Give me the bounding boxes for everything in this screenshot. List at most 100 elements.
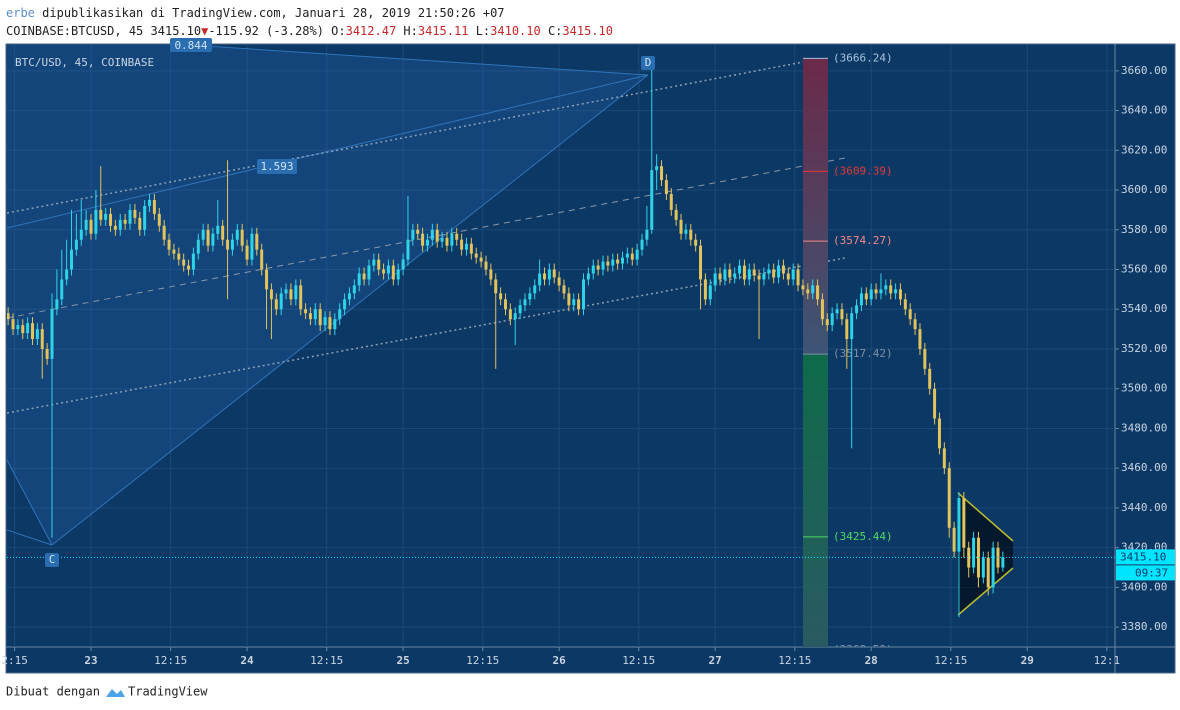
candle-body (357, 273, 361, 286)
candle-body (806, 289, 810, 294)
candle-body (338, 309, 342, 320)
logo (106, 689, 125, 697)
candle-body (674, 209, 678, 220)
candle-body (489, 269, 493, 280)
footer-brand: TradingView (128, 685, 208, 699)
candle-body (89, 219, 93, 234)
pattern-line (7, 529, 53, 546)
y-tick-label: 3460.00 (1121, 461, 1167, 474)
x-tick-label: 24 (240, 654, 254, 667)
candle-body (908, 309, 912, 320)
candle-body (260, 249, 264, 270)
candle-body (538, 273, 542, 286)
candle-body (523, 299, 527, 306)
candle-body (464, 243, 468, 250)
x-tick-label: 23 (84, 654, 97, 667)
candle-body (323, 317, 327, 326)
candle-body (45, 348, 49, 359)
candle-body (167, 239, 171, 250)
candle-body (742, 265, 746, 280)
candle-body (894, 289, 898, 294)
candle-body (40, 329, 44, 349)
candle-body (128, 209, 132, 224)
last-price-box (1116, 549, 1175, 565)
candle-body (206, 229, 210, 246)
candle-body (718, 273, 722, 280)
candle-body (942, 448, 946, 469)
candle-body (694, 239, 698, 246)
candle-body (630, 253, 634, 260)
candle-body (230, 239, 234, 250)
candle-body (109, 213, 113, 226)
candle-body (284, 289, 288, 294)
candle-body (830, 313, 834, 326)
candle-body (60, 279, 64, 300)
candle-body (591, 265, 595, 274)
candle-body (859, 293, 863, 306)
candle-body (367, 265, 371, 280)
ohlc-value: 3410.10 (490, 24, 541, 38)
candle-body (157, 213, 161, 226)
x-tick-label: 12:15 (622, 654, 655, 667)
candle-body (645, 229, 649, 240)
last: 3415.10 (151, 24, 202, 38)
candle-body (450, 233, 454, 246)
countdown: 09:37 (1135, 566, 1168, 579)
x-tick-label: 2:15 (1, 654, 28, 667)
candle-body (884, 285, 888, 290)
candle-body (11, 319, 15, 330)
candle-body (265, 269, 269, 290)
candle-body (479, 257, 483, 262)
candle-body (777, 265, 781, 278)
candle-body (816, 285, 820, 300)
candle-body (328, 317, 332, 330)
candle-body (586, 273, 590, 280)
candle-body (187, 265, 191, 270)
candle-body (923, 348, 927, 369)
candle-body (542, 273, 546, 280)
candle-body (835, 309, 839, 314)
x-tick-label: 12:15 (154, 654, 187, 667)
x-tick-label: 12:15 (466, 654, 499, 667)
candle-body (74, 239, 78, 250)
candle-body (7, 313, 10, 320)
candle-body (221, 225, 225, 240)
candle-body (552, 269, 556, 278)
candle-body (84, 219, 88, 230)
fib-label: (3368.59) (833, 643, 893, 656)
user: erbe (6, 6, 35, 20)
y-tick-label: 3400.00 (1121, 580, 1167, 593)
candle-body (503, 299, 507, 310)
annotation: D (645, 56, 652, 69)
candle-body (211, 233, 215, 246)
channel-upper (7, 61, 804, 214)
published: dipublikasikan di TradingView.com, Janua… (42, 6, 504, 20)
candle-body (864, 293, 868, 300)
candle-body (850, 313, 854, 340)
candle-body (738, 265, 742, 274)
candle-body (786, 273, 790, 280)
candle-body (928, 368, 932, 389)
harmonic-pattern-fill (7, 45, 648, 545)
header-background (0, 0, 1180, 38)
candle-body (250, 233, 254, 260)
annotation-box (641, 56, 655, 70)
y-tick-label: 3520.00 (1121, 342, 1167, 355)
candle-body (913, 319, 917, 330)
candle-body (435, 229, 439, 242)
candle-body (274, 299, 278, 310)
candle-body (567, 293, 571, 306)
candle-body (664, 180, 668, 195)
candle-body (299, 285, 303, 310)
candle-body (118, 219, 122, 230)
candle-body (1001, 557, 1005, 568)
candles (7, 58, 1115, 618)
fib-label: (3517.42) (833, 347, 893, 360)
candle-body (976, 537, 980, 578)
candle-body (31, 323, 35, 340)
candle-body (406, 239, 410, 260)
candle-body (148, 199, 152, 206)
candle-body (347, 293, 351, 300)
candle-body (640, 239, 644, 250)
candle-body (582, 279, 586, 310)
